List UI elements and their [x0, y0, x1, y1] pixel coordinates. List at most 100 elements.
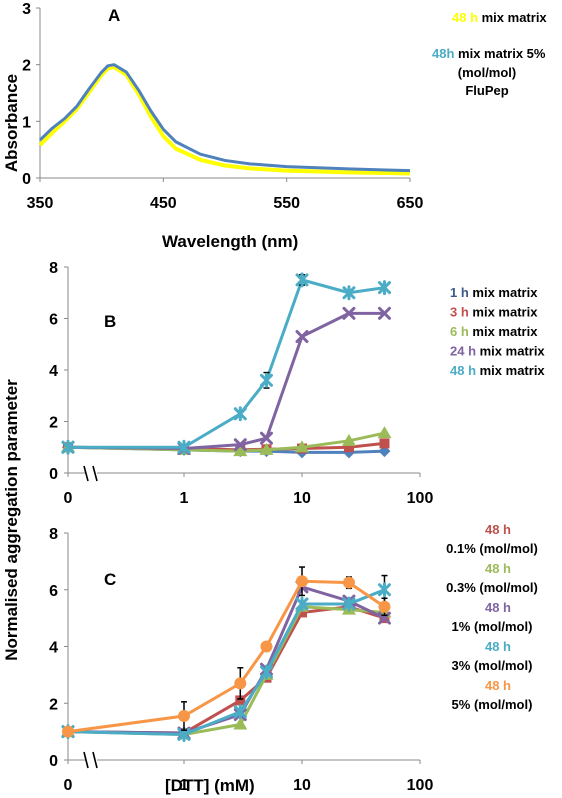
- a-legend-0-hl: 48 h: [452, 10, 478, 25]
- panel-c-label: C: [104, 570, 116, 589]
- panel-a-label: A: [108, 6, 120, 25]
- b-legend-hl-4: 48 h: [450, 363, 476, 378]
- c-point-3-3: [259, 664, 273, 680]
- a-xtick-label: 450: [150, 195, 177, 212]
- b-legend-entry-3: 24 h mix matrix: [450, 344, 545, 359]
- b-series-line-3: [67, 311, 385, 451]
- c-point-4-2: [234, 677, 247, 690]
- b-point-2-3: [259, 442, 274, 455]
- b-legend-rest-4: mix matrix: [476, 363, 545, 378]
- b-point-4-4: [295, 272, 309, 288]
- c-series-3: [61, 574, 391, 742]
- panel-b-y-ticks: 0 2 4 6 8: [49, 260, 68, 483]
- b-ytick-label: 4: [49, 363, 58, 380]
- panel-a-series: [38, 63, 411, 176]
- panel-b-label: B: [104, 312, 116, 331]
- panel-c-legend: 48 h 0.1% (mol/mol) 48 h 0.3% (mol/mol) 48 h…: [446, 522, 538, 712]
- b-point-3-2: [233, 438, 247, 452]
- a-legend-1-line2: (mol/mol): [458, 65, 517, 80]
- c-legend-rest-2: 1% (mol/mol): [452, 619, 533, 634]
- c-legend-hl-1: 48 h: [485, 561, 511, 576]
- c-ytick-label: 0: [49, 753, 58, 770]
- b-legend-hl-1: 3 h: [450, 305, 469, 320]
- a-ytick-label: 2: [22, 58, 31, 75]
- c-point-4-3: [260, 640, 273, 653]
- c-legend-rest-0: 0.1% (mol/mol): [446, 541, 538, 556]
- panel-b-x-axis: [68, 465, 420, 482]
- a-series-line-0: [38, 64, 411, 176]
- c-legend-hl-2: 48 h: [485, 600, 511, 615]
- b-ytick-label: 6: [49, 312, 58, 329]
- b-legend-entry-1: 3 h mix matrix: [450, 305, 538, 320]
- panel-b-series: [61, 272, 392, 459]
- b-point-4-3: [259, 372, 273, 388]
- b-series-line-4: [68, 278, 385, 449]
- x-axis-label-dtt: [DTT] (mM): [165, 776, 255, 795]
- c-legend-hl-4: 48 h: [485, 678, 511, 693]
- c-ytick-label: 8: [49, 526, 58, 543]
- b-legend-hl-3: 24 h: [450, 344, 476, 359]
- b-legend-rest-3: mix matrix: [476, 344, 545, 359]
- c-xtick-label: 100: [407, 777, 434, 794]
- c-point-0-2: [235, 695, 246, 706]
- a-ytick-label: 1: [22, 114, 31, 131]
- a-ytick-label: 0: [22, 171, 31, 188]
- b-point-4-2: [233, 406, 247, 422]
- b-point-3-3: [259, 431, 273, 445]
- b-legend-entry-2: 6 h mix matrix: [450, 324, 538, 339]
- b-point-3-5: [342, 306, 356, 320]
- c-point-3-6: [377, 582, 391, 598]
- a-xtick-label: 550: [273, 195, 300, 212]
- b-legend-hl-0: 1 h: [450, 285, 469, 300]
- a-series-line-1: [38, 63, 411, 173]
- c-point-4-6: [378, 600, 391, 613]
- panel-a-legend: 48 h mix matrix 48h mix matrix 5% (mol/mol…: [432, 10, 547, 98]
- panel-a: 0 1 2 3 350 450 550 650 A Wavelength (nm) Abso…: [2, 1, 547, 251]
- b-ytick-label: 0: [49, 466, 58, 483]
- b-point-2-6: [377, 426, 392, 439]
- b-xtick-label: 0: [64, 490, 73, 507]
- c-xtick-label: 10: [293, 777, 311, 794]
- b-point-4-1: [177, 439, 191, 455]
- b-point-2-4: [295, 440, 309, 453]
- b-point-2-5: [341, 433, 356, 446]
- a-legend-entry-0: 48 h mix matrix: [452, 10, 547, 25]
- y-axis-label-aggregation: Normalised aggregation parameter: [2, 379, 21, 661]
- b-ytick-label: 2: [49, 415, 58, 432]
- b-legend-rest-2: mix matrix: [469, 324, 538, 339]
- c-legend-rest-4: 5% (mol/mol): [452, 697, 533, 712]
- b-xtick-label: 1: [180, 490, 189, 507]
- b-ytick-label: 8: [49, 260, 58, 277]
- c-series-line-1: [67, 605, 385, 736]
- b-legend-rest-1: mix matrix: [469, 305, 538, 320]
- b-legend-entry-4: 48 h mix matrix: [450, 363, 545, 378]
- c-point-4-5: [342, 576, 355, 589]
- c-series-line-3: [67, 588, 386, 736]
- panel-b-x-ticks: 0 1 10 100: [64, 473, 433, 507]
- c-ytick-label: 4: [49, 640, 58, 657]
- b-point-3-4: [295, 330, 309, 344]
- c-ytick-label: 6: [49, 583, 58, 600]
- panel-c-series: [61, 566, 392, 742]
- b-point-1-6: [379, 438, 390, 449]
- b-legend-rest-0: mix matrix: [469, 285, 538, 300]
- y-axis-label-absorbance: Absorbance: [2, 74, 21, 172]
- b-series-4: [61, 272, 391, 455]
- a-xtick-label: 350: [27, 195, 54, 212]
- panel-c-y-ticks: 0 2 4 6 8: [49, 526, 68, 770]
- a-xtick-label: 650: [397, 195, 424, 212]
- c-series-line-0: [67, 605, 385, 735]
- b-legend-entry-0: 1 h mix matrix: [450, 285, 538, 300]
- b-point-3-6: [377, 306, 391, 320]
- a-legend-entry-1: 48h mix matrix 5%: [432, 46, 546, 61]
- c-series-4: [62, 566, 391, 738]
- b-point-4-6: [377, 280, 391, 296]
- c-xtick-label: 1: [180, 777, 189, 794]
- b-xtick-label: 10: [293, 490, 311, 507]
- x-axis-label-wavelength: Wavelength (nm): [162, 232, 298, 251]
- c-xtick-label: 0: [64, 777, 73, 794]
- c-point-3-2: [233, 704, 247, 720]
- panel-c: 0 2 4 6 8 0 1 10 100 C [DTT] (mM) 48 h 0.1% (mol…: [49, 522, 538, 795]
- b-point-4-5: [342, 285, 356, 301]
